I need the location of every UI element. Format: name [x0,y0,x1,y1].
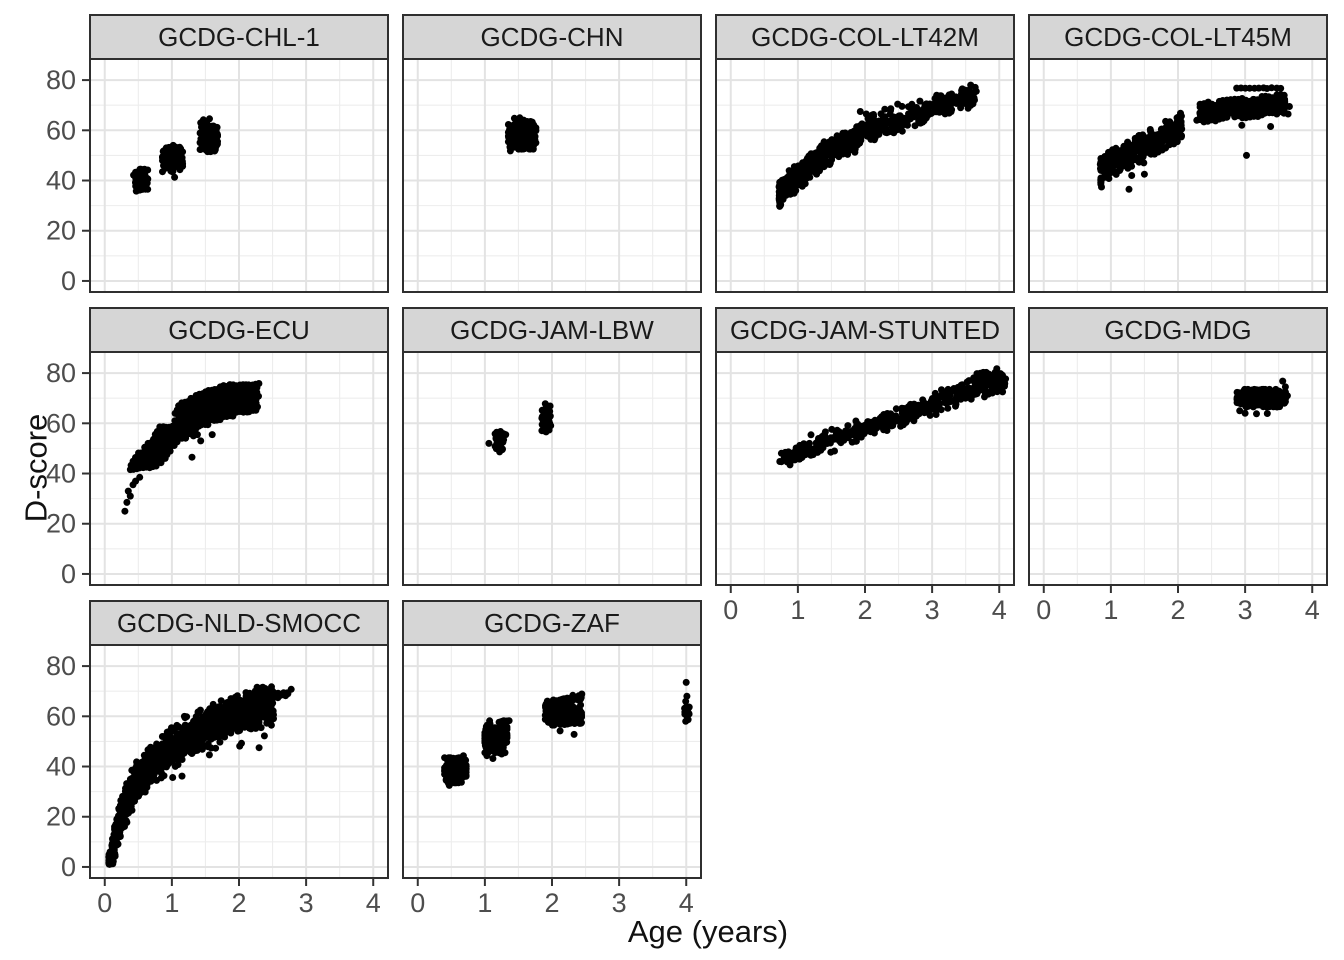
y-tick-label: 40 [46,166,76,196]
facet-GCDG-ECU: GCDG-ECU 0 20 40 60 80 [46,307,389,589]
x-tick-label: 0 [410,888,425,918]
facet-strip [402,307,702,353]
data-points [105,683,295,868]
facet-strip [715,14,1015,60]
x-tick-label: 1 [164,888,179,918]
facet-strip [402,14,702,60]
x-tick-label: 2 [1170,595,1185,625]
y-tick-label: 60 [46,408,76,438]
y-tick-label: 60 [46,115,76,145]
x-tick-label: 0 [97,888,112,918]
x-axis: 0 1 2 3 4 [1036,585,1320,625]
data-points [1233,377,1291,418]
y-axis: 0 20 40 60 80 [46,651,90,882]
facet-strip-label: GCDG-COL-LT42M [751,22,979,52]
x-tick-label: 4 [1305,595,1320,625]
facet-strip-label: GCDG-ECU [168,315,310,345]
y-tick-label: 40 [46,459,76,489]
x-tick-label: 2 [857,595,872,625]
x-tick-label: 1 [790,595,805,625]
grid-major [403,645,701,878]
y-tick-label: 40 [46,752,76,782]
facet-GCDG-MDG: GCDG-MDG 0 1 2 3 4 [1028,307,1328,625]
x-tick-label: 4 [679,888,694,918]
facet-strip [89,307,389,353]
grid-major [1029,352,1327,585]
facet-GCDG-CHL-1: GCDG-CHL-1 0 20 40 60 80 [46,14,389,296]
x-tick-label: 3 [1238,595,1253,625]
facet-GCDG-CHN: GCDG-CHN [402,14,702,293]
x-axis: 0 1 2 3 4 [723,585,1007,625]
facet-strip-label: GCDG-CHN [481,22,624,52]
x-axis-title: Age (years) [627,914,789,949]
facet-GCDG-COL-LT45M: GCDG-COL-LT45M [1028,14,1328,293]
y-tick-label: 20 [46,216,76,246]
x-tick-label: 4 [992,595,1007,625]
data-points [121,380,263,515]
y-tick-label: 0 [61,852,76,882]
data-points [485,400,555,456]
facet-GCDG-JAM-LBW: GCDG-JAM-LBW [402,307,702,586]
y-tick-label: 20 [46,802,76,832]
y-tick-label: 80 [46,65,76,95]
data-points [1096,84,1293,193]
facet-strip-label: GCDG-JAM-LBW [450,315,654,345]
facet-GCDG-ZAF: GCDG-ZAF 0 1 2 3 4 [402,600,702,918]
x-axis: 0 1 2 3 4 [410,878,694,918]
facet-strip [402,600,702,646]
facet-GCDG-JAM-STUNTED: GCDG-JAM-STUNTED 0 1 2 3 4 [715,307,1015,625]
facet-strip [89,600,389,646]
x-tick-label: 3 [612,888,627,918]
data-points [775,81,980,210]
facet-strip-label: GCDG-MDG [1104,315,1251,345]
facet-strip-label: GCDG-CHL-1 [158,22,320,52]
y-tick-label: 60 [46,701,76,731]
facet-strip [89,14,389,60]
x-tick-label: 0 [1036,595,1051,625]
y-axis-title: D-score [18,413,54,523]
x-tick-label: 1 [1103,595,1118,625]
y-tick-label: 80 [46,651,76,681]
facet-strip-label: GCDG-NLD-SMOCC [117,608,361,638]
grid-major [716,352,1014,585]
facet-strip-label: GCDG-ZAF [484,608,620,638]
data-points [776,365,1010,469]
x-tick-label: 3 [299,888,314,918]
facet-strip [1028,307,1328,353]
y-axis: 0 20 40 60 80 [46,65,90,296]
y-tick-label: 0 [61,266,76,296]
data-points [504,114,540,155]
x-tick-label: 4 [366,888,381,918]
facet-strip [1028,14,1328,60]
data-points [130,115,221,195]
x-tick-label: 0 [723,595,738,625]
facet-strip [715,307,1015,353]
y-tick-label: 0 [61,559,76,589]
x-tick-label: 3 [925,595,940,625]
x-axis: 0 1 2 3 4 [97,878,381,918]
facet-strip-label: GCDG-COL-LT45M [1064,22,1292,52]
grid-major [90,352,388,585]
facet-GCDG-COL-LT42M: GCDG-COL-LT42M [715,14,1015,293]
data-points [441,678,693,789]
y-tick-label: 80 [46,358,76,388]
y-axis: 0 20 40 60 80 [46,358,90,589]
facet-strip-label: GCDG-JAM-STUNTED [730,315,1000,345]
y-tick-label: 20 [46,509,76,539]
grid-major [403,59,701,292]
x-tick-label: 2 [544,888,559,918]
x-tick-label: 2 [231,888,246,918]
x-tick-label: 1 [477,888,492,918]
